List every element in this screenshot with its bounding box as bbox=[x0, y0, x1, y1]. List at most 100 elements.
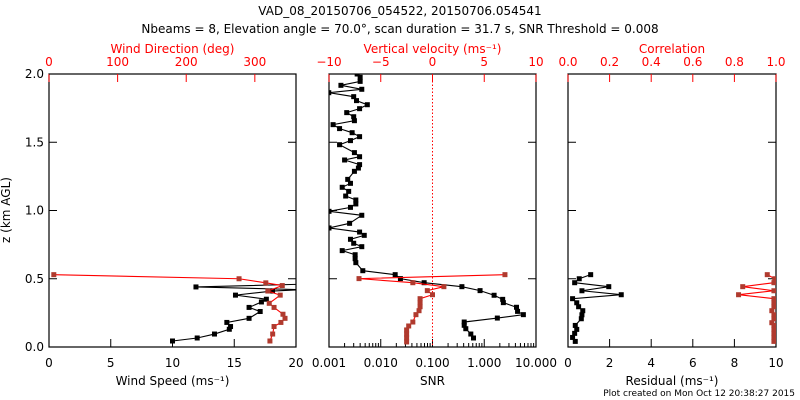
data-point bbox=[491, 292, 497, 298]
data-point bbox=[494, 315, 500, 321]
data-point bbox=[771, 330, 776, 336]
data-point bbox=[576, 276, 582, 282]
data-point bbox=[263, 280, 269, 286]
x-tick-label: 10 bbox=[768, 356, 783, 370]
x-tick-label: 2 bbox=[606, 356, 614, 370]
data-point bbox=[337, 142, 343, 148]
x-tick-label: 0.010 bbox=[364, 356, 398, 370]
y-tick-label: 1.5 bbox=[25, 135, 44, 149]
y-tick-label: 2.0 bbox=[25, 67, 44, 81]
panel-snr: 0.001 0.010 0.100 1.000 10.000 −10 −5 0 5 10 SNR Ve… bbox=[312, 42, 557, 388]
data-point bbox=[417, 296, 423, 302]
data-point bbox=[578, 316, 584, 322]
data-point bbox=[329, 90, 332, 96]
x-tick-label: 0 bbox=[564, 356, 572, 370]
top-tick-label: 100 bbox=[106, 55, 129, 69]
data-point bbox=[258, 299, 264, 305]
data-point bbox=[357, 78, 363, 84]
data-point bbox=[364, 102, 370, 108]
x-tick-label: 1.000 bbox=[467, 356, 501, 370]
series-line bbox=[172, 283, 296, 342]
series-vertical-velocity bbox=[356, 272, 508, 345]
series-wind-speed bbox=[170, 283, 305, 344]
data-point bbox=[338, 82, 344, 88]
data-point bbox=[736, 292, 742, 298]
x-tick-label: 10.000 bbox=[515, 356, 557, 370]
title-line-1: VAD_08_20150706_054522, 20150706.054541 bbox=[258, 4, 541, 18]
data-point bbox=[574, 326, 580, 332]
data-point bbox=[300, 287, 305, 292]
data-point bbox=[339, 184, 345, 190]
data-point bbox=[424, 288, 430, 294]
data-point bbox=[572, 330, 578, 336]
top-tick-label: 10 bbox=[528, 55, 543, 69]
top-tick-label: 300 bbox=[243, 55, 266, 69]
data-point bbox=[357, 154, 363, 160]
data-point bbox=[236, 276, 242, 282]
data-point bbox=[441, 284, 447, 290]
data-point bbox=[211, 331, 217, 337]
title-line-2: Nbeams = 8, Elevation angle = 70.0°, sca… bbox=[141, 22, 658, 36]
data-point bbox=[344, 110, 350, 116]
data-point bbox=[279, 283, 285, 289]
data-point bbox=[771, 288, 776, 294]
data-point bbox=[740, 284, 746, 290]
data-point bbox=[461, 319, 467, 325]
data-point bbox=[347, 180, 353, 186]
top-tick-label: 0 bbox=[45, 55, 53, 69]
data-point bbox=[421, 280, 427, 286]
x-tick-label: 8 bbox=[731, 356, 739, 370]
data-point bbox=[359, 244, 365, 250]
data-point bbox=[349, 130, 355, 136]
x-tick-label: 4 bbox=[647, 356, 655, 370]
data-point bbox=[357, 134, 363, 140]
series-line bbox=[358, 274, 505, 342]
top-tick-label: 0.2 bbox=[600, 55, 619, 69]
data-point bbox=[477, 288, 483, 294]
data-point bbox=[417, 300, 423, 306]
data-point bbox=[463, 326, 469, 332]
x-axis-label: Residual (ms⁻¹) bbox=[626, 374, 719, 388]
data-point bbox=[574, 300, 580, 306]
top-axis-label: Vertical velocity (ms⁻¹) bbox=[364, 42, 502, 56]
data-point bbox=[769, 308, 775, 314]
data-point bbox=[360, 268, 366, 274]
data-point bbox=[769, 320, 775, 326]
data-point bbox=[404, 339, 410, 345]
data-point bbox=[354, 98, 360, 104]
data-point bbox=[771, 316, 776, 322]
plot-frame bbox=[48, 73, 297, 348]
data-point bbox=[606, 284, 612, 290]
data-point bbox=[771, 300, 776, 306]
data-point bbox=[353, 197, 359, 203]
data-point bbox=[771, 334, 776, 340]
data-point bbox=[771, 326, 776, 332]
top-tick-label: −5 bbox=[372, 55, 390, 69]
data-point bbox=[570, 334, 576, 340]
x-tick-label: 5 bbox=[107, 356, 115, 370]
data-point bbox=[416, 308, 422, 314]
data-point bbox=[351, 118, 357, 124]
data-point bbox=[459, 284, 465, 290]
top-tick-label: 1.0 bbox=[766, 55, 785, 69]
data-point bbox=[329, 208, 332, 214]
data-point bbox=[764, 272, 770, 278]
data-point bbox=[430, 292, 435, 298]
data-point bbox=[361, 232, 367, 238]
data-point bbox=[572, 322, 578, 328]
series-line bbox=[329, 74, 526, 339]
data-point bbox=[576, 304, 582, 310]
data-point bbox=[771, 338, 776, 344]
data-point bbox=[500, 296, 506, 302]
data-point bbox=[355, 165, 361, 171]
data-point bbox=[347, 138, 353, 144]
data-point bbox=[343, 193, 349, 199]
data-point bbox=[588, 272, 594, 278]
data-point bbox=[572, 280, 578, 286]
top-tick-label: 0.0 bbox=[558, 55, 577, 69]
data-point bbox=[356, 276, 362, 282]
data-point bbox=[280, 311, 286, 317]
data-point bbox=[352, 256, 358, 262]
data-point bbox=[347, 220, 353, 226]
